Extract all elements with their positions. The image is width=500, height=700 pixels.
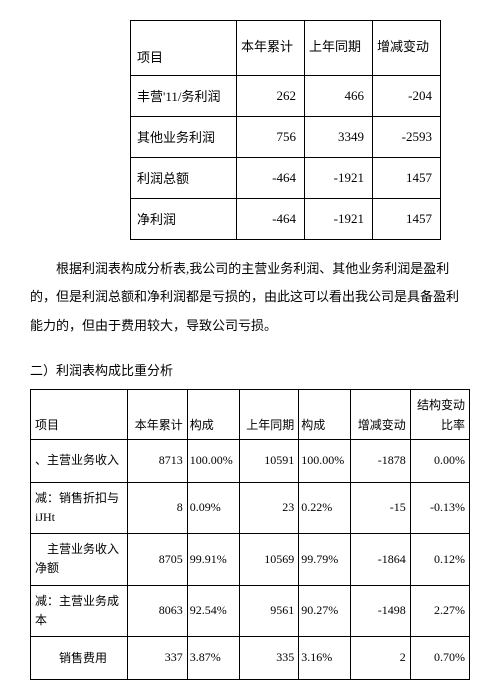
t2-header-previous: 上年同期 xyxy=(239,390,298,439)
t1-header-previous: 上年同期 xyxy=(305,21,373,76)
t2-header-current: 本年累计 xyxy=(128,390,187,439)
t1-header-item: 项目 xyxy=(131,21,237,76)
composition-table: 项目 本年累计 构成 上年同期 构成 增减变动 结构变动比率 、主营业务收入 8… xyxy=(30,389,470,680)
table-row: 丰营'11/务利润 262 466 -204 xyxy=(131,75,441,116)
table-row: 利润总额 -464 -1921 1457 xyxy=(131,157,441,198)
t2-header-comp1: 构成 xyxy=(187,390,239,439)
table-row: 主营业务收入净额 8705 99.91% 10569 99.79% -1864 … xyxy=(31,534,470,585)
t2-header-struct: 结构变动比率 xyxy=(410,390,469,439)
profit-table: 项目 本年累计 上年同期 增减变动 丰营'11/务利润 262 466 -204… xyxy=(130,20,441,240)
t1-header-current: 本年累计 xyxy=(237,21,305,76)
section-title: 二）利润表构成比重分析 xyxy=(30,360,470,379)
t2-header-change: 增减变动 xyxy=(351,390,410,439)
table-row: 、主营业务收入 8713 100.00% 10591 100.00% -1878… xyxy=(31,439,470,482)
table-row: 减：销售折扣与iJHt 8 0.09% 23 0.22% -15 -0.13% xyxy=(31,482,470,533)
analysis-paragraph: 根据利润表构成分析表,我公司的主营业务利润、其他业务利润是盈利的，但是利润总额和… xyxy=(30,255,470,341)
t2-header-comp2: 构成 xyxy=(299,390,351,439)
table-row: 净利润 -464 -1921 1457 xyxy=(131,198,441,239)
t1-header-change: 增减变动 xyxy=(373,21,441,76)
t2-header-item: 项目 xyxy=(31,390,128,439)
table-row: 其他业务利润 756 3349 -2593 xyxy=(131,116,441,157)
table-row: 销售费用 337 3.87% 335 3.16% 2 0.70% xyxy=(31,636,470,679)
table-row: 减：主营业务成本 8063 92.54% 9561 90.27% -1498 2… xyxy=(31,585,470,636)
